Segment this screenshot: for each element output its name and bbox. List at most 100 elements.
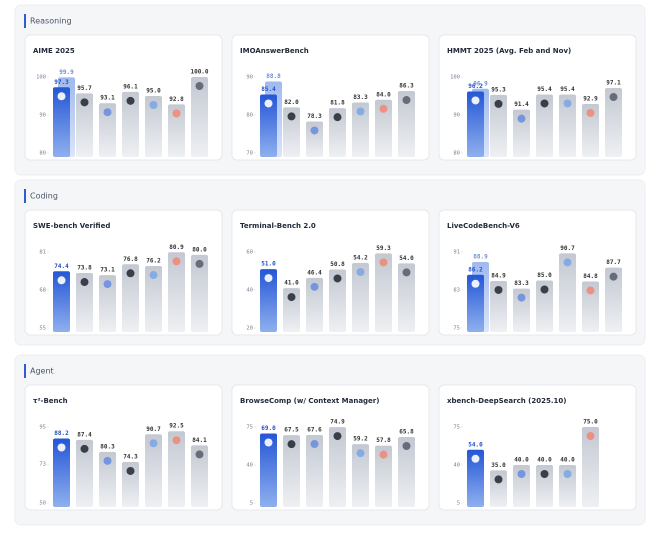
- model-icon: [402, 441, 411, 450]
- panel-title: AIME 2025: [33, 47, 75, 55]
- bar: [352, 444, 369, 507]
- y-tick-label: 80: [246, 113, 253, 119]
- bar: [536, 465, 553, 507]
- value-label: 95.4: [537, 86, 552, 93]
- value-label: 40.0: [537, 457, 552, 464]
- bar: [398, 91, 415, 157]
- value-label: 80.3: [100, 443, 115, 450]
- panel-title: BrowseComp (w/ Context Manager): [240, 397, 379, 405]
- model-icon: [540, 285, 549, 294]
- value-label: 65.8: [399, 428, 414, 435]
- section-marker: [24, 189, 26, 203]
- value-label: 84.1: [192, 437, 207, 444]
- y-tick-label: 50: [39, 501, 46, 507]
- model-icon: [586, 286, 595, 295]
- model-icon: [287, 440, 296, 449]
- y-tick-label: 90: [39, 113, 46, 119]
- value-label: 85.4: [261, 86, 276, 93]
- bar: [76, 93, 93, 157]
- value-label: 74.9: [330, 419, 345, 426]
- bar: [559, 253, 576, 332]
- section-marker: [24, 364, 26, 378]
- panel-title: HMMT 2025 (Avg. Feb and Nov): [447, 47, 571, 55]
- value-label: 54.0: [468, 441, 483, 448]
- value-label: 67.5: [284, 427, 299, 434]
- model-icon: [540, 470, 549, 478]
- bar: [76, 439, 93, 507]
- bar: [168, 431, 185, 507]
- model-icon: [333, 432, 342, 441]
- value-label: 73.1: [100, 267, 115, 274]
- value-label: 84.0: [376, 91, 391, 98]
- bar: [283, 288, 300, 332]
- model-icon: [586, 432, 595, 440]
- bar: [582, 427, 599, 507]
- value-label: 97.1: [606, 80, 621, 87]
- y-tick-label: 75: [246, 425, 253, 431]
- y-tick-label: 5: [457, 501, 460, 507]
- bar: [53, 271, 70, 332]
- value-label: 86.2: [468, 266, 483, 273]
- y-tick-label: 70: [246, 151, 253, 157]
- bar: [490, 94, 507, 157]
- value-label: 96.2: [468, 83, 483, 90]
- peak-label: 88.9: [473, 253, 488, 260]
- y-tick-label: 83: [453, 288, 460, 294]
- value-label: 90.7: [560, 245, 575, 252]
- y-tick-label: 100: [450, 75, 460, 81]
- bar: [306, 435, 323, 507]
- bar: [99, 451, 116, 507]
- value-label: 84.8: [583, 273, 598, 280]
- bar: [260, 94, 277, 157]
- bar: [122, 264, 139, 332]
- value-label: 86.3: [399, 83, 414, 90]
- y-tick-label: 73: [39, 462, 46, 468]
- bar: [122, 461, 139, 507]
- value-label: 97.3: [54, 79, 69, 86]
- peak-label: 99.9: [59, 69, 74, 76]
- model-icon: [195, 82, 204, 90]
- model-icon: [57, 92, 66, 101]
- model-icon: [57, 443, 66, 452]
- bar: [513, 288, 530, 332]
- bar: [145, 266, 162, 332]
- value-label: 83.3: [353, 94, 368, 101]
- model-icon: [310, 440, 319, 449]
- y-tick-label: 100: [36, 75, 46, 81]
- value-label: 85.0: [537, 272, 552, 279]
- bar: [53, 87, 70, 157]
- value-label: 80.9: [169, 244, 184, 251]
- value-label: 41.0: [284, 280, 299, 287]
- bar: [467, 91, 484, 157]
- value-label: 95.7: [77, 85, 92, 92]
- value-label: 88.2: [54, 430, 69, 437]
- value-label: 76.8: [123, 256, 138, 263]
- model-icon: [563, 99, 572, 108]
- value-label: 80.0: [192, 246, 207, 253]
- value-label: 100.0: [190, 69, 208, 76]
- model-icon: [471, 96, 480, 105]
- y-tick-label: 40: [246, 288, 253, 294]
- bar: [329, 269, 346, 332]
- value-label: 35.0: [491, 462, 506, 469]
- model-icon: [103, 108, 112, 117]
- panel-title: IMOAnswerBench: [240, 47, 309, 55]
- value-label: 54.2: [353, 255, 368, 262]
- value-label: 92.5: [169, 423, 184, 430]
- model-icon: [471, 279, 480, 288]
- value-label: 87.4: [77, 431, 92, 438]
- value-label: 91.4: [514, 101, 529, 108]
- bar: [536, 280, 553, 332]
- bar: [145, 96, 162, 157]
- model-icon: [494, 99, 503, 108]
- model-icon: [517, 470, 526, 478]
- model-icon: [126, 96, 135, 105]
- bar: [191, 254, 208, 332]
- bar: [375, 253, 392, 332]
- model-icon: [310, 126, 319, 135]
- value-label: 92.8: [169, 96, 184, 103]
- bar: [467, 449, 484, 507]
- value-label: 51.0: [261, 261, 276, 268]
- y-tick-label: 95: [39, 425, 46, 431]
- value-label: 87.7: [606, 259, 621, 266]
